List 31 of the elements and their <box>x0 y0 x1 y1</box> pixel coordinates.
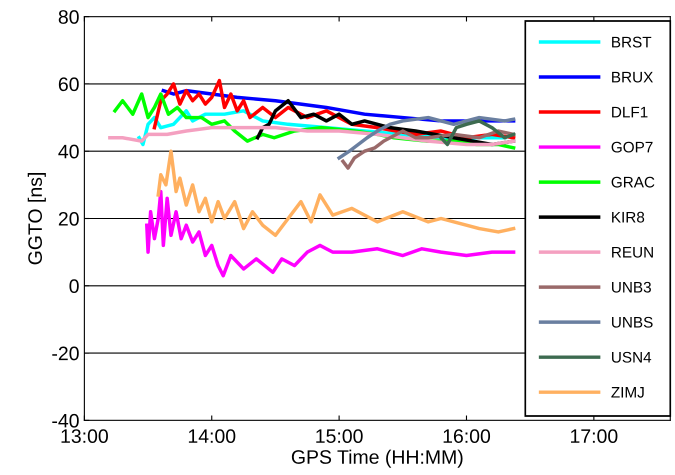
legend-label: USN4 <box>612 352 652 363</box>
y-tick-label: 20 <box>58 212 79 226</box>
line-series <box>341 129 516 170</box>
y-axis-title: GGTO [ns] <box>28 173 46 264</box>
x-tick-label: 16:00 <box>444 429 490 443</box>
line-series <box>145 190 516 278</box>
y-tick-label: 40 <box>58 144 79 158</box>
legend-label: BRUX <box>612 72 653 83</box>
legend-label: GOP7 <box>612 142 653 153</box>
y-tick-label: -40 <box>52 414 79 428</box>
x-axis-title: GPS Time (HH:MM) <box>292 450 463 468</box>
legend-label: ZIMJ <box>611 387 644 398</box>
legend-label: BRST <box>612 36 652 48</box>
line-series <box>439 119 516 146</box>
line-series <box>108 126 516 146</box>
y-tick-label: 0 <box>69 279 79 294</box>
legend-label: GRAC <box>612 176 654 188</box>
line-series <box>337 116 516 160</box>
x-tick-label: 15:00 <box>316 429 363 443</box>
y-tick-label: -20 <box>52 346 79 360</box>
x-tick-label: 13:00 <box>62 429 108 443</box>
legend-label: UNBS <box>612 316 653 328</box>
x-tick-label: 17:00 <box>571 429 618 443</box>
y-tick-label: 80 <box>58 10 79 24</box>
legend-label: KIR8 <box>612 212 644 223</box>
x-tick-label: 14:00 <box>188 429 236 443</box>
y-tick-label: 60 <box>58 77 79 92</box>
legend-label: DLF1 <box>612 106 648 118</box>
legend-label: UNB3 <box>612 282 651 293</box>
legend-label: REUN <box>612 246 653 258</box>
line-series <box>156 149 516 238</box>
